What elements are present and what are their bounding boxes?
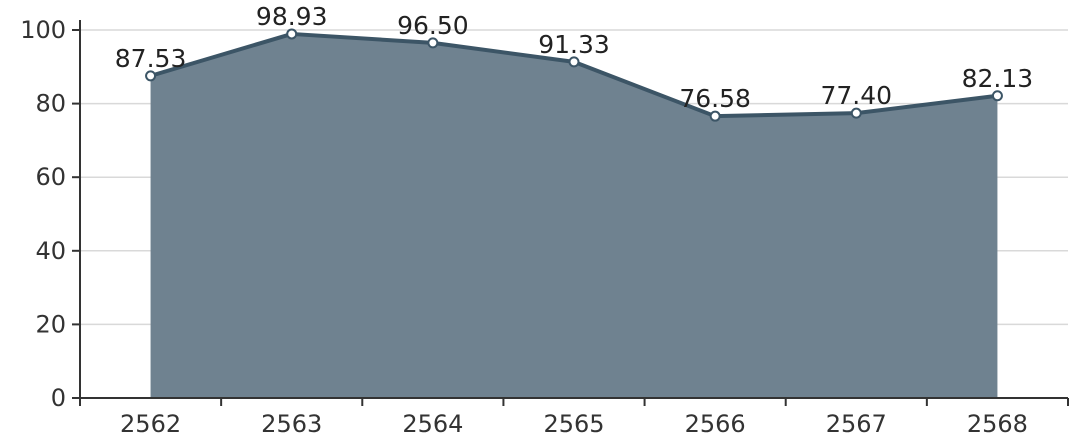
x-tick-label: 2566 [685, 410, 746, 438]
data-label: 96.50 [397, 11, 469, 40]
data-label: 87.53 [115, 44, 187, 73]
data-point [286, 28, 298, 40]
axes [72, 20, 1069, 406]
data-label: 82.13 [962, 64, 1034, 93]
area-fill [150, 33, 998, 399]
data-label: 91.33 [538, 30, 610, 59]
data-label: 98.93 [256, 2, 328, 31]
y-tick-label: 40 [35, 237, 66, 265]
data-label: 76.58 [679, 84, 751, 113]
data-label: 77.40 [820, 81, 892, 110]
y-axis-tick-labels: 0 20 40 60 80 100 [20, 16, 66, 412]
x-tick-label: 2565 [543, 410, 604, 438]
data-point [991, 90, 1003, 102]
data-point [709, 110, 721, 122]
x-tick-label: 2563 [261, 410, 322, 438]
data-point [568, 56, 580, 68]
x-tick-label: 2564 [402, 410, 463, 438]
data-point-markers [145, 28, 1003, 122]
x-tick-label: 2567 [826, 410, 887, 438]
x-tick-label: 2568 [967, 410, 1028, 438]
y-tick-label: 100 [20, 16, 66, 44]
data-value-labels: 87.53 98.93 96.50 91.33 76.58 77.40 82.13 [115, 2, 1033, 113]
data-point [145, 70, 157, 82]
data-point [427, 37, 439, 49]
x-tick-label: 2562 [120, 410, 181, 438]
data-point [850, 107, 862, 119]
y-tick-label: 80 [35, 90, 66, 118]
y-tick-label: 0 [51, 384, 66, 412]
y-tick-label: 60 [35, 163, 66, 191]
x-axis-tick-labels: 2562 2563 2564 2565 2566 2567 2568 [120, 410, 1028, 438]
y-tick-label: 20 [35, 310, 66, 338]
